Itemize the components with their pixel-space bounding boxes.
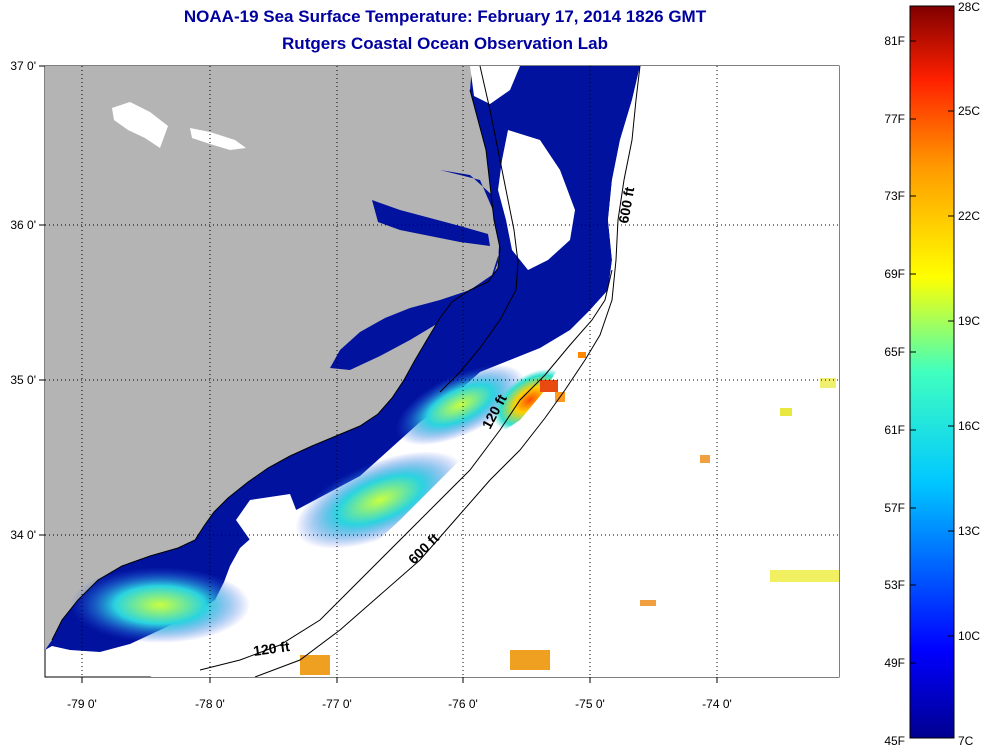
albemarle-sound [372,200,490,246]
lon-label: -79 0' [67,697,97,711]
axis-ticks [39,65,718,683]
lon-label: -77 0' [322,697,352,711]
lon-label: -78 0' [195,697,225,711]
barrier-islands [439,66,519,393]
grid-lines [45,66,839,677]
lon-label: -74 0' [702,697,732,711]
lon-label: -76 0' [448,697,478,711]
inland-lake [112,102,168,148]
map-title: NOAA-19 Sea Surface Temperature: Februar… [183,7,707,26]
coastline [51,89,501,641]
isobath-label-600-north: 600 ft [615,185,637,224]
offshore-cloud-mask [150,66,839,677]
lat-label: 36 0' [10,218,36,232]
warm-plume [395,364,525,446]
cloud-patch [498,130,575,270]
cloud-patch [236,494,300,540]
isobath-label-120-south: 120 ft [252,638,291,659]
warm-plume [70,567,250,643]
lat-label: 34 0' [10,528,36,542]
warm-plume [295,451,465,549]
pamlico-sound [330,170,500,370]
isobath-120 [199,269,613,671]
lon-label: -75 0' [575,697,605,711]
lat-label: 35 0' [10,373,36,387]
inland-river [190,128,246,150]
isobath-600 [254,66,641,677]
lat-label: 37 0' [10,59,36,73]
map-subtitle: Rutgers Coastal Ocean Observation Lab [282,34,608,53]
warm-specks [300,352,839,675]
